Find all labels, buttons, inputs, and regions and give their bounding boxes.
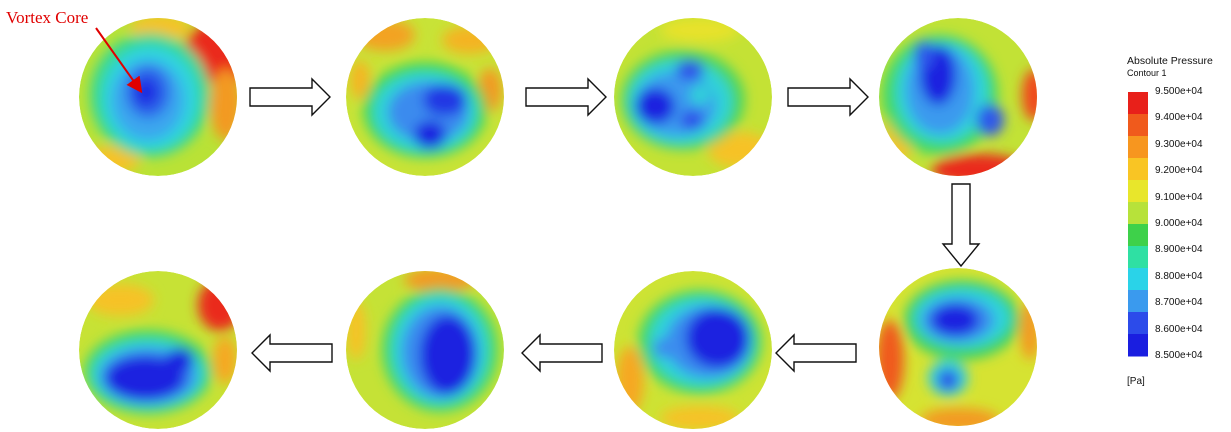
legend-tick-label: 9.300e+04 [1155,138,1203,150]
legend-tick-label: 8.900e+04 [1155,244,1203,256]
arrow-right-2 [525,77,607,117]
legend-swatch [1128,136,1148,159]
legend-tick-label: 8.800e+04 [1155,270,1203,282]
legend-swatch [1128,202,1148,225]
contour-frame-3 [614,18,772,176]
arrow-down-1 [941,183,981,268]
arrow-left-2 [521,333,603,373]
legend-tick-label: 9.400e+04 [1155,112,1203,124]
contour-frame-1 [79,18,237,176]
legend-colorbar [1128,92,1148,357]
contour-frame-2 [346,18,504,176]
legend-swatch [1128,334,1148,357]
legend-swatch [1128,268,1148,291]
arrow-right-3 [787,77,869,117]
legend-tick-label: 9.200e+04 [1155,165,1203,177]
legend-swatch [1128,158,1148,181]
legend-swatch [1128,92,1148,115]
legend-swatch [1128,114,1148,137]
legend-swatch [1128,224,1148,247]
legend-swatch [1128,290,1148,313]
legend-subtitle: Contour 1 [1127,68,1167,78]
legend-swatch [1128,180,1148,203]
legend-tick-label: 9.000e+04 [1155,218,1203,229]
legend-swatch [1128,312,1148,335]
vortex-core-label: Vortex Core [6,8,89,27]
contour-frame-7 [346,271,504,429]
legend-tick-label: 8.600e+04 [1155,323,1203,335]
legend-tick-label: 8.700e+04 [1155,297,1203,309]
legend-title: Absolute Pressure [1127,55,1213,67]
callout-arrow [95,27,143,94]
legend-tick-label: 9.100e+04 [1155,191,1203,203]
legend-tick-label: 8.500e+04 [1155,350,1203,361]
arrow-left-1 [775,333,857,373]
contour-frame-5 [879,268,1037,426]
flow-arrows [249,77,981,373]
legend-swatch [1128,246,1148,269]
contour-frame-8 [79,271,237,429]
legend-unit: [Pa] [1127,376,1145,387]
legend-tick-label: 9.500e+04 [1155,86,1203,97]
contour-frame-4 [879,18,1037,176]
arrow-right-1 [249,77,331,117]
contour-frame-6 [614,271,772,429]
arrow-left-3 [251,333,333,373]
